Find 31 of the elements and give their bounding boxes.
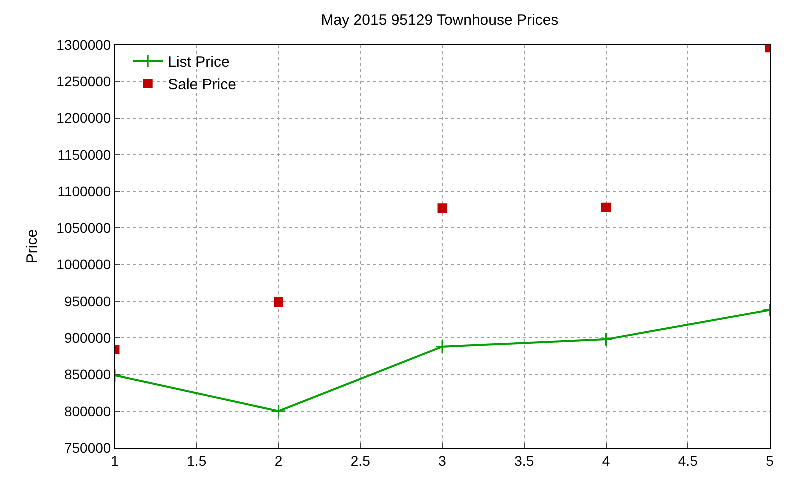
point (438, 204, 448, 214)
point (602, 202, 611, 212)
y-tick-label: 1150000 (58, 146, 112, 163)
y-tick-label: 1200000 (56, 110, 112, 126)
y-tick-label: 1250000 (56, 74, 112, 90)
y-tick-label: 900000 (64, 330, 112, 346)
y-tick-label: 1300000 (56, 36, 112, 53)
x-tick-label: 2.5 (350, 452, 371, 469)
point (274, 297, 284, 307)
x-tick-label: 2 (274, 452, 283, 469)
x-tick-label: 5 (766, 452, 774, 469)
y-tick-label: 950000 (64, 293, 112, 310)
y-tick-label: 800000 (64, 403, 112, 420)
point (599, 332, 614, 347)
x-tick-label: 4.5 (678, 452, 698, 469)
x-tick-label: 4 (602, 452, 610, 469)
y-tick-label: 850000 (64, 366, 112, 383)
point (435, 340, 450, 354)
x-tick-label: 1.5 (187, 452, 207, 469)
legend-label: List Price (168, 54, 230, 72)
x-tick-label: 1 (111, 452, 120, 469)
chart-title: May 2015 95129 Townhouse Prices (321, 12, 559, 29)
legend-label: Sale Price (168, 76, 236, 94)
x-tick-label: 3 (438, 452, 447, 469)
x-tick-label: 3.5 (514, 452, 534, 469)
y-tick-label: 1000000 (56, 256, 112, 273)
y-tick-label: 750000 (64, 440, 112, 456)
y-tick-label: 1050000 (56, 220, 112, 236)
point (272, 404, 286, 418)
y-axis-title: Price (24, 229, 41, 264)
y-tick-label: 1100000 (58, 183, 112, 200)
